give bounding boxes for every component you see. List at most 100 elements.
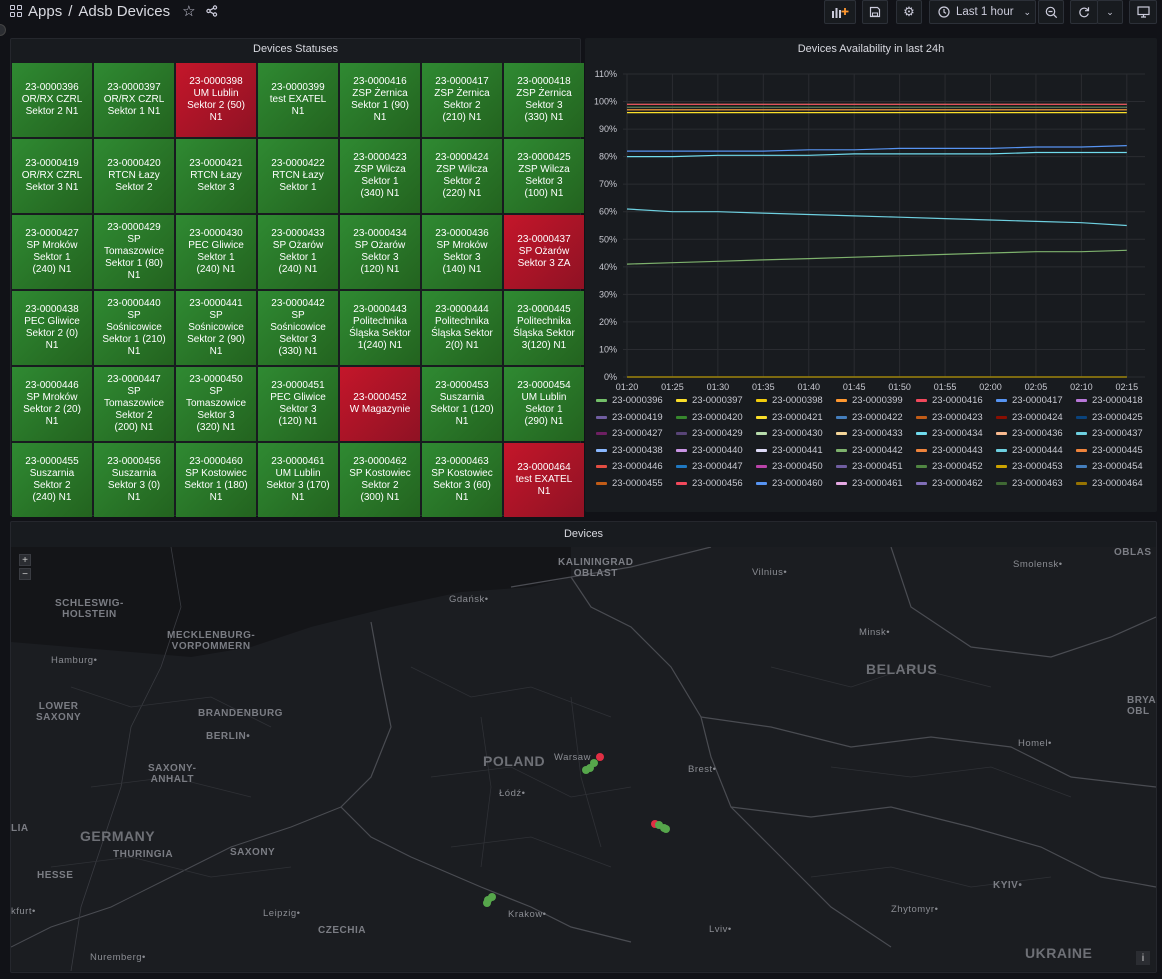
device-status-cell[interactable]: 23-0000420 RTCN Łazy Sektor 2 bbox=[94, 139, 174, 213]
legend-item[interactable]: 23-0000427 bbox=[596, 427, 676, 441]
legend-item[interactable]: 23-0000399 bbox=[836, 394, 916, 408]
legend-item[interactable]: 23-0000454 bbox=[1076, 460, 1156, 474]
device-status-cell[interactable]: 23-0000441 SP Sośnicowice Sektor 2 (90) … bbox=[176, 291, 256, 365]
legend-item[interactable]: 23-0000450 bbox=[756, 460, 836, 474]
save-dashboard-button[interactable] bbox=[862, 0, 888, 24]
device-status-cell[interactable]: 23-0000450 SP Tomaszowice Sektor 3 (320)… bbox=[176, 367, 256, 441]
device-marker[interactable] bbox=[582, 766, 590, 774]
legend-item[interactable]: 23-0000463 bbox=[996, 477, 1076, 491]
legend-item[interactable]: 23-0000446 bbox=[596, 460, 676, 474]
device-status-cell[interactable]: 23-0000399 test EXATEL N1 bbox=[258, 63, 338, 137]
legend-item[interactable]: 23-0000420 bbox=[676, 411, 756, 425]
device-status-cell[interactable]: 23-0000462 SP Kostowiec Sektor 2 (300) N… bbox=[340, 443, 420, 517]
dashboard-settings-button[interactable]: ⚙ bbox=[896, 0, 922, 24]
legend-item[interactable]: 23-0000425 bbox=[1076, 411, 1156, 425]
device-status-cell[interactable]: 23-0000464 test EXATEL N1 bbox=[504, 443, 584, 517]
legend-item[interactable]: 23-0000433 bbox=[836, 427, 916, 441]
apps-grid-icon[interactable] bbox=[10, 5, 22, 17]
device-status-cell[interactable]: 23-0000427 SP Mroków Sektor 1 (240) N1 bbox=[12, 215, 92, 289]
legend-item[interactable]: 23-0000416 bbox=[916, 394, 996, 408]
legend-item[interactable]: 23-0000419 bbox=[596, 411, 676, 425]
legend-item[interactable]: 23-0000464 bbox=[1076, 477, 1156, 491]
device-status-cell[interactable]: 23-0000445 Politechnika Śląska Sektor 3(… bbox=[504, 291, 584, 365]
legend-item[interactable]: 23-0000460 bbox=[756, 477, 836, 491]
device-status-cell[interactable]: 23-0000418 ZSP Żernica Sektor 3 (330) N1 bbox=[504, 63, 584, 137]
device-status-cell[interactable]: 23-0000447 SP Tomaszowice Sektor 2 (200)… bbox=[94, 367, 174, 441]
share-icon[interactable] bbox=[205, 5, 218, 17]
legend-item[interactable]: 23-0000440 bbox=[676, 444, 756, 458]
zoom-out-time-button[interactable] bbox=[1038, 0, 1064, 24]
time-range-picker[interactable]: Last 1 hour ⌄ bbox=[929, 0, 1036, 24]
star-icon[interactable]: ☆ bbox=[182, 3, 196, 20]
legend-item[interactable]: 23-0000455 bbox=[596, 477, 676, 491]
device-status-cell[interactable]: 23-0000398 UM Lublin Sektor 2 (50) N1 bbox=[176, 63, 256, 137]
device-status-cell[interactable]: 23-0000430 PEC Gliwice Sektor 1 (240) N1 bbox=[176, 215, 256, 289]
device-status-cell[interactable]: 23-0000421 RTCN Łazy Sektor 3 bbox=[176, 139, 256, 213]
device-status-cell[interactable]: 23-0000396 OR/RX CZRL Sektor 2 N1 bbox=[12, 63, 92, 137]
legend-item[interactable]: 23-0000452 bbox=[916, 460, 996, 474]
device-status-cell[interactable]: 23-0000438 PEC Gliwice Sektor 2 (0) N1 bbox=[12, 291, 92, 365]
breadcrumb-apps[interactable]: Apps bbox=[28, 2, 63, 20]
device-status-cell[interactable]: 23-0000443 Politechnika Śląska Sektor 1(… bbox=[340, 291, 420, 365]
legend-item[interactable]: 23-0000418 bbox=[1076, 394, 1156, 408]
legend-item[interactable]: 23-0000430 bbox=[756, 427, 836, 441]
device-marker[interactable] bbox=[596, 753, 604, 761]
map-zoom-out-button[interactable]: − bbox=[19, 568, 31, 580]
device-marker[interactable] bbox=[655, 821, 663, 829]
legend-item[interactable]: 23-0000437 bbox=[1076, 427, 1156, 441]
legend-item[interactable]: 23-0000438 bbox=[596, 444, 676, 458]
legend-item[interactable]: 23-0000434 bbox=[916, 427, 996, 441]
device-marker[interactable] bbox=[662, 825, 670, 833]
device-marker[interactable] bbox=[590, 759, 598, 767]
device-status-cell[interactable]: 23-0000454 UM Lublin Sektor 1 (290) N1 bbox=[504, 367, 584, 441]
device-status-cell[interactable]: 23-0000451 PEC Gliwice Sektor 3 (120) N1 bbox=[258, 367, 338, 441]
legend-item[interactable]: 23-0000444 bbox=[996, 444, 1076, 458]
legend-item[interactable]: 23-0000417 bbox=[996, 394, 1076, 408]
legend-item[interactable]: 23-0000397 bbox=[676, 394, 756, 408]
device-status-cell[interactable]: 23-0000416 ZSP Żernica Sektor 1 (90) N1 bbox=[340, 63, 420, 137]
device-marker[interactable] bbox=[483, 899, 491, 907]
device-status-cell[interactable]: 23-0000461 UM Lublin Sektor 3 (170) N1 bbox=[258, 443, 338, 517]
legend-item[interactable]: 23-0000443 bbox=[916, 444, 996, 458]
device-status-cell[interactable]: 23-0000424 ZSP Wilcza Sektor 2 (220) N1 bbox=[422, 139, 502, 213]
device-marker[interactable] bbox=[586, 764, 594, 772]
legend-item[interactable]: 23-0000456 bbox=[676, 477, 756, 491]
device-status-cell[interactable]: 23-0000446 SP Mroków Sektor 2 (20) N1 bbox=[12, 367, 92, 441]
view-mode-button[interactable] bbox=[1129, 0, 1157, 24]
device-status-cell[interactable]: 23-0000423 ZSP Wilcza Sektor 1 (340) N1 bbox=[340, 139, 420, 213]
legend-item[interactable]: 23-0000445 bbox=[1076, 444, 1156, 458]
device-status-cell[interactable]: 23-0000442 SP Sośnicowice Sektor 3 (330)… bbox=[258, 291, 338, 365]
devices-map[interactable]: + − KALININGRAD OBLAST Vilnius• Smolensk… bbox=[11, 547, 1156, 971]
device-status-cell[interactable]: 23-0000444 Politechnika Śląska Sektor 2(… bbox=[422, 291, 502, 365]
device-status-cell[interactable]: 23-0000460 SP Kostowiec Sektor 1 (180) N… bbox=[176, 443, 256, 517]
map-attribution-button[interactable]: i bbox=[1136, 951, 1150, 965]
device-status-cell[interactable]: 23-0000463 SP Kostowiec Sektor 3 (60) N1 bbox=[422, 443, 502, 517]
refresh-interval-dropdown[interactable]: ⌄ bbox=[1097, 0, 1123, 24]
legend-item[interactable]: 23-0000398 bbox=[756, 394, 836, 408]
legend-item[interactable]: 23-0000436 bbox=[996, 427, 1076, 441]
availability-chart[interactable]: 0% 10% 20% 30% 40% 50% 60% 70% 80% 90% 100% 110% 01:… bbox=[585, 60, 1157, 394]
refresh-button[interactable] bbox=[1070, 0, 1098, 24]
legend-item[interactable]: 23-0000442 bbox=[836, 444, 916, 458]
legend-item[interactable]: 23-0000424 bbox=[996, 411, 1076, 425]
legend-item[interactable]: 23-0000423 bbox=[916, 411, 996, 425]
device-marker[interactable] bbox=[488, 893, 496, 901]
legend-item[interactable]: 23-0000461 bbox=[836, 477, 916, 491]
device-status-cell[interactable]: 23-0000440 SP Sośnicowice Sektor 1 (210)… bbox=[94, 291, 174, 365]
device-status-cell[interactable]: 23-0000397 OR/RX CZRL Sektor 1 N1 bbox=[94, 63, 174, 137]
legend-item[interactable]: 23-0000422 bbox=[836, 411, 916, 425]
device-status-cell[interactable]: 23-0000456 Suszarnia Sektor 3 (0) N1 bbox=[94, 443, 174, 517]
legend-item[interactable]: 23-0000441 bbox=[756, 444, 836, 458]
map-zoom-in-button[interactable]: + bbox=[19, 554, 31, 566]
device-status-cell[interactable]: 23-0000417 ZSP Żernica Sektor 2 (210) N1 bbox=[422, 63, 502, 137]
device-status-cell[interactable]: 23-0000422 RTCN Łazy Sektor 1 bbox=[258, 139, 338, 213]
legend-item[interactable]: 23-0000396 bbox=[596, 394, 676, 408]
legend-item[interactable]: 23-0000453 bbox=[996, 460, 1076, 474]
device-status-cell[interactable]: 23-0000434 SP Ożarów Sektor 3 (120) N1 bbox=[340, 215, 420, 289]
legend-item[interactable]: 23-0000421 bbox=[756, 411, 836, 425]
device-status-cell[interactable]: 23-0000436 SP Mroków Sektor 3 (140) N1 bbox=[422, 215, 502, 289]
device-status-cell[interactable]: 23-0000455 Suszarnia Sektor 2 (240) N1 bbox=[12, 443, 92, 517]
legend-item[interactable]: 23-0000451 bbox=[836, 460, 916, 474]
device-status-cell[interactable]: 23-0000453 Suszarnia Sektor 1 (120) N1 bbox=[422, 367, 502, 441]
device-status-cell[interactable]: 23-0000429 SP Tomaszowice Sektor 1 (80) … bbox=[94, 215, 174, 289]
